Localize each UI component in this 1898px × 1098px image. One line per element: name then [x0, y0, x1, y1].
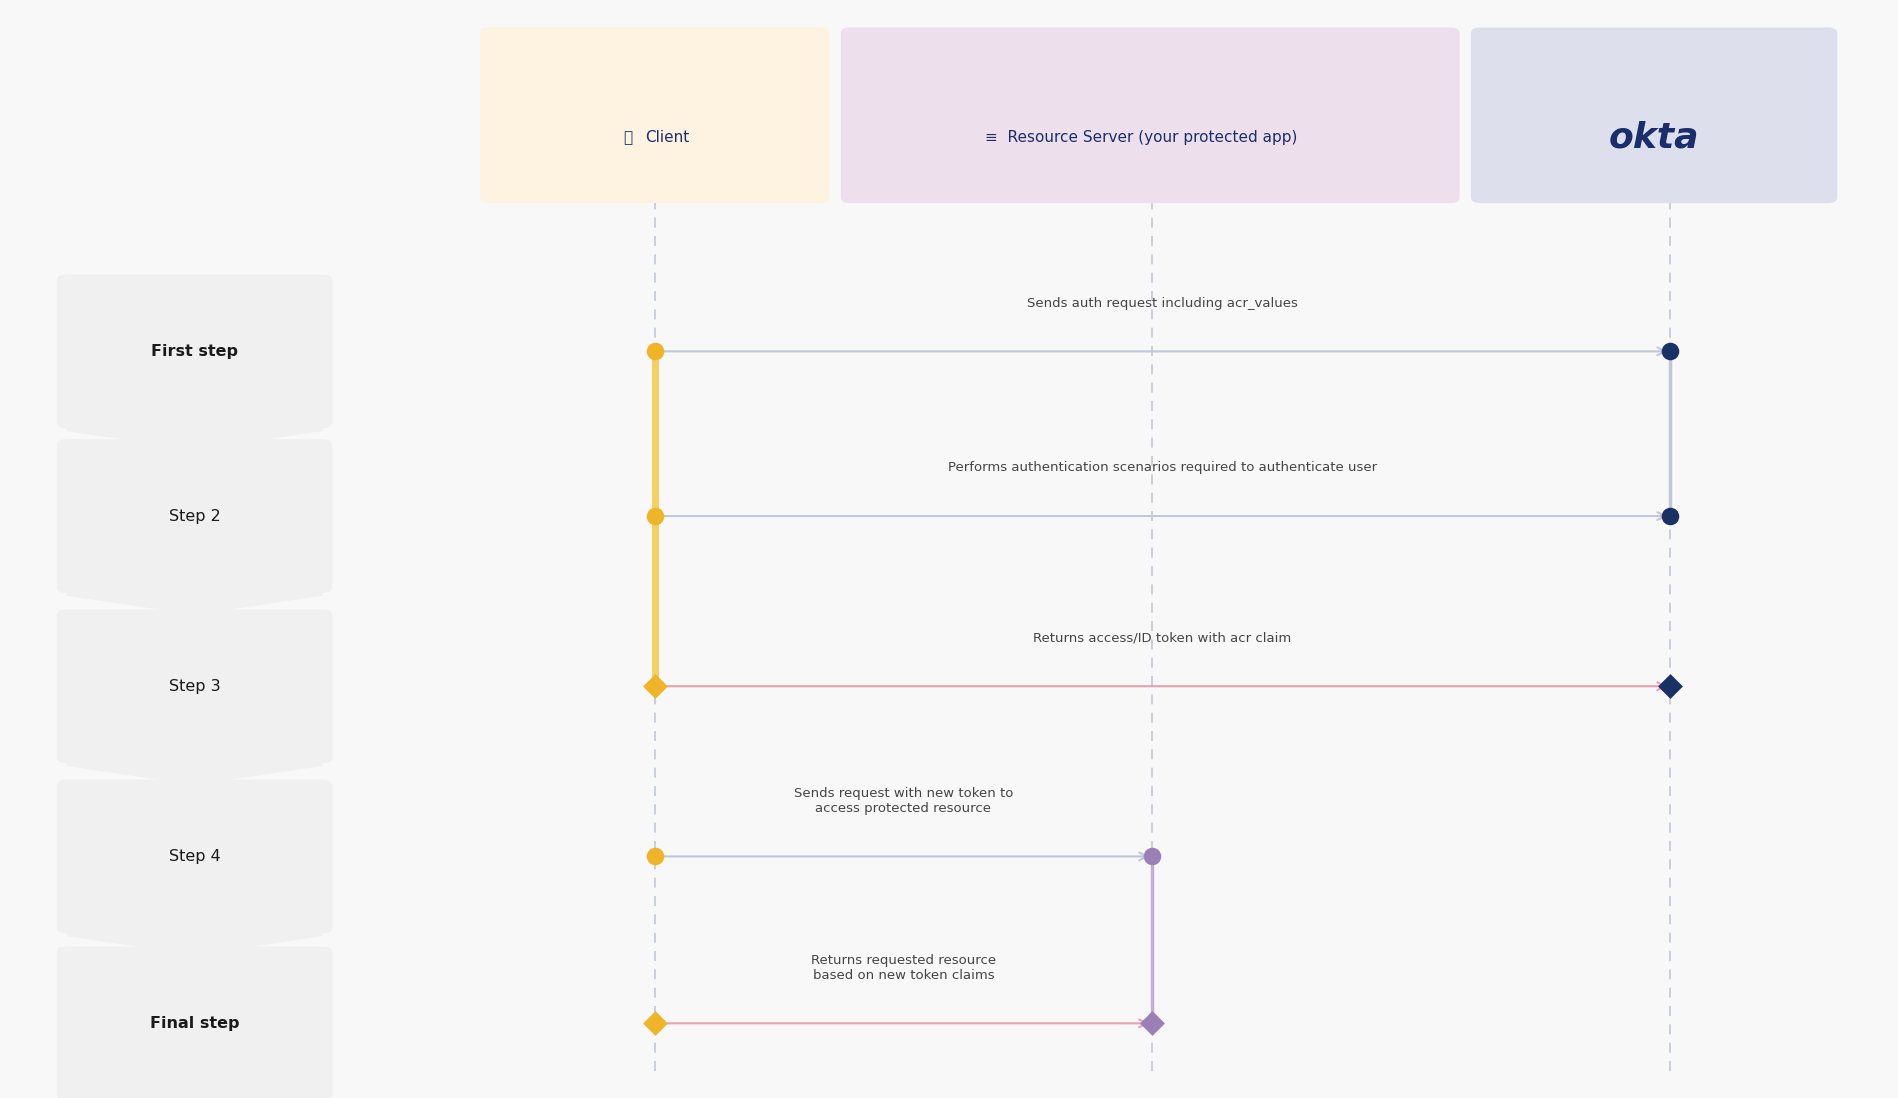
Point [1655, 677, 1685, 695]
Point [1655, 507, 1685, 525]
Text: Returns requested resource
based on new token claims: Returns requested resource based on new … [810, 953, 996, 982]
Text: Step 2: Step 2 [169, 508, 220, 524]
FancyBboxPatch shape [57, 946, 332, 1098]
Point [640, 677, 670, 695]
Polygon shape [66, 423, 323, 450]
Text: Final step: Final step [150, 1016, 239, 1031]
FancyBboxPatch shape [57, 780, 332, 933]
FancyBboxPatch shape [480, 27, 829, 203]
Polygon shape [66, 758, 323, 785]
FancyBboxPatch shape [57, 274, 332, 428]
Text: Step 4: Step 4 [169, 849, 220, 864]
Polygon shape [66, 928, 323, 955]
Text: Returns access/ID token with acr claim: Returns access/ID token with acr claim [1033, 631, 1293, 645]
Point [640, 1015, 670, 1032]
Text: Client: Client [645, 130, 689, 145]
Text: Sends auth request including acr_values: Sends auth request including acr_values [1027, 296, 1298, 310]
Text: Step 3: Step 3 [169, 679, 220, 694]
Point [1137, 848, 1167, 865]
Text: First step: First step [152, 344, 237, 359]
Text: Performs authentication scenarios required to authenticate user: Performs authentication scenarios requir… [947, 461, 1378, 474]
Polygon shape [66, 587, 323, 615]
Text: ⛹: ⛹ [623, 130, 632, 145]
FancyBboxPatch shape [57, 439, 332, 593]
Text: Sends request with new token to
access protected resource: Sends request with new token to access p… [793, 786, 1014, 815]
Point [640, 848, 670, 865]
Text: okta: okta [1610, 121, 1699, 154]
Point [1137, 1015, 1167, 1032]
Point [640, 507, 670, 525]
FancyBboxPatch shape [57, 609, 332, 763]
Point [1655, 343, 1685, 360]
FancyBboxPatch shape [841, 27, 1460, 203]
Point [640, 343, 670, 360]
Text: ≡  Resource Server (your protected app): ≡ Resource Server (your protected app) [985, 130, 1296, 145]
FancyBboxPatch shape [1471, 27, 1837, 203]
